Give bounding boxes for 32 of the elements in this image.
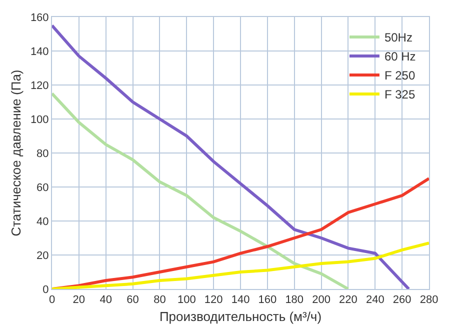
x-tick-label: 100 <box>177 294 196 306</box>
x-tick-label: 80 <box>154 294 166 306</box>
x-tick-label: 20 <box>72 294 86 306</box>
line-series <box>52 92 350 289</box>
x-tick-label: 240 <box>366 294 384 306</box>
y-tick-label: 140 <box>30 46 49 58</box>
y-tick-label: 20 <box>36 250 49 262</box>
line-series <box>52 177 429 289</box>
y-tick-label: 60 <box>36 182 49 194</box>
y-axis-title: Статическое давление (Па) <box>8 70 24 236</box>
y-tick-label: 0 <box>42 284 49 296</box>
legend-label: 60 Hz <box>384 50 416 64</box>
y-tick-label: 160 <box>30 12 49 24</box>
y-tick-label: 40 <box>36 216 49 228</box>
legend-label: F 250 <box>384 68 416 83</box>
x-tick-label: 180 <box>285 294 304 306</box>
x-tick-label: 60 <box>126 294 139 306</box>
x-tick-label: 160 <box>258 294 277 306</box>
x-tick-label: 280 <box>420 294 438 306</box>
x-tick-label: 40 <box>100 294 112 306</box>
legend-label: F 325 <box>384 88 416 102</box>
line-series <box>52 242 429 289</box>
legend-label: 50Hz <box>384 30 412 45</box>
x-tick-label: 120 <box>204 294 223 306</box>
x-tick-label: 220 <box>339 294 358 306</box>
y-tick-label: 100 <box>30 114 49 126</box>
x-axis-title: Производительность (м³/ч) <box>159 308 322 324</box>
x-tick-label: 260 <box>392 294 412 306</box>
y-tick-label: 80 <box>36 148 49 160</box>
x-tick-label: 140 <box>231 294 250 306</box>
x-tick-label: 200 <box>312 294 330 306</box>
y-tick-label: 120 <box>30 80 49 92</box>
